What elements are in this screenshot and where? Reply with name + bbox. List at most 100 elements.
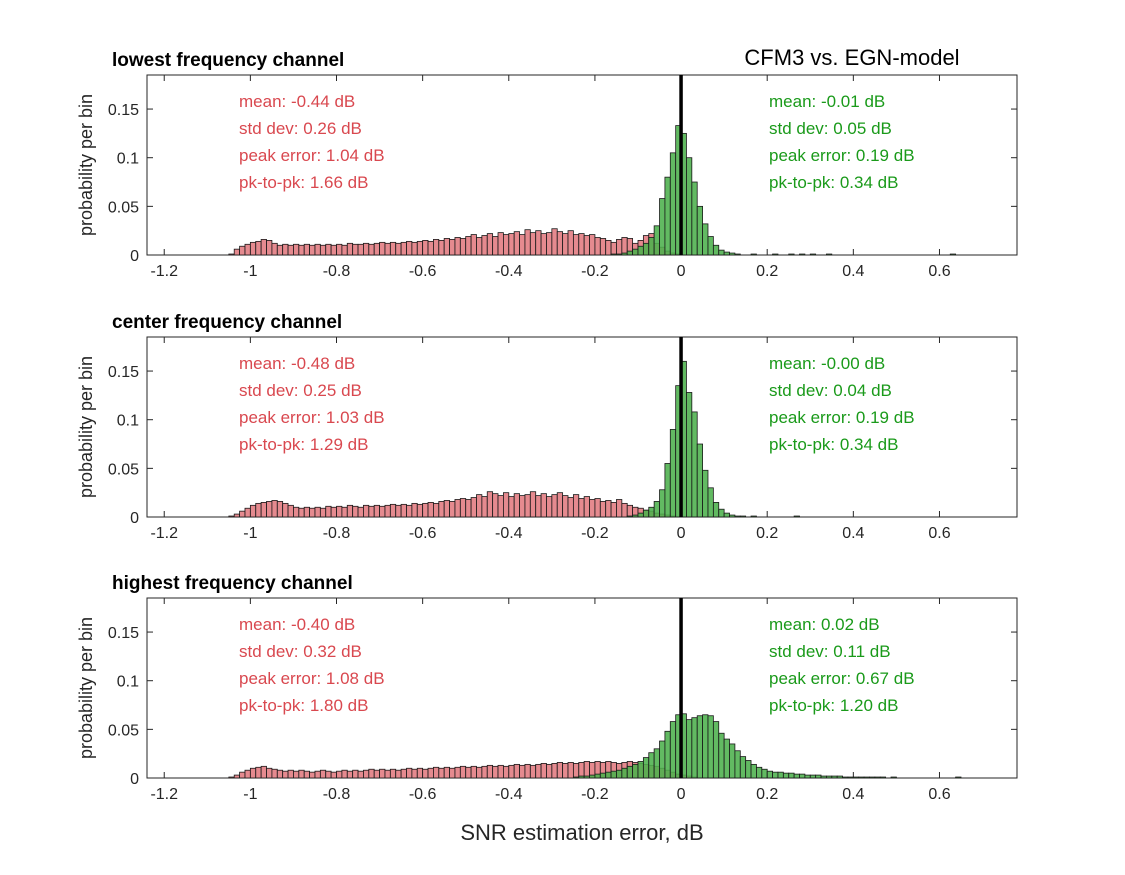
histogram-bar: [589, 499, 596, 518]
histogram-bar: [481, 235, 488, 256]
histogram-bar: [648, 752, 655, 779]
histogram-bar: [815, 774, 822, 779]
histogram-bar: [244, 507, 251, 518]
histogram-bar: [357, 770, 364, 779]
histogram-bar: [782, 772, 790, 779]
subplot-panels: lowest frequency channel probability per …: [76, 50, 1018, 803]
histogram-bar: [314, 770, 321, 779]
histogram-bar: [454, 237, 461, 256]
histogram-bar: [379, 505, 386, 518]
histogram-bar: [492, 236, 499, 256]
stat-annotation-red: peak error: 1.03 dB: [239, 408, 385, 427]
histogram-bar: [298, 507, 305, 518]
subplot-1: center frequency channel probability per …: [76, 312, 1018, 542]
histogram-bar: [400, 241, 407, 256]
histogram-bar: [529, 764, 537, 779]
histogram-bar: [519, 764, 526, 779]
histogram-bar: [519, 495, 526, 518]
histogram-bar: [513, 231, 520, 256]
histogram-bar: [368, 768, 375, 779]
stat-annotation-red: pk-to-pk: 1.80 dB: [239, 696, 368, 715]
histogram-bar: [578, 233, 585, 256]
histogram-bar: [266, 240, 273, 256]
histogram-bar: [260, 502, 267, 518]
histogram-bar: [303, 243, 310, 256]
histogram-bar: [546, 232, 553, 256]
histogram-bar: [869, 776, 876, 779]
histogram-bar: [476, 766, 483, 779]
y-tick-label: 0.1: [117, 674, 139, 691]
histogram-bar: [271, 768, 278, 779]
histogram-bar: [750, 253, 757, 256]
histogram-bar: [729, 252, 736, 256]
histogram-bar: [696, 443, 703, 518]
x-tick-label: 0.4: [842, 525, 864, 542]
histogram-bar: [788, 253, 795, 256]
histogram-bar: [422, 768, 429, 779]
histogram-bar: [605, 500, 612, 518]
series-red: [228, 491, 677, 518]
histogram-bar: [669, 152, 677, 256]
histogram-bar: [556, 231, 564, 256]
histogram-bar: [664, 463, 671, 518]
histogram-bar: [249, 504, 257, 518]
histogram-bar: [502, 492, 510, 518]
histogram-bar: [244, 243, 251, 256]
histogram-bar: [346, 504, 354, 518]
histogram-bar: [761, 768, 768, 779]
histogram-bar: [249, 767, 257, 779]
histogram-bar: [443, 766, 450, 779]
histogram-bar: [637, 245, 644, 256]
stat-annotation-red: mean: -0.40 dB: [239, 615, 355, 634]
histogram-bar: [438, 240, 445, 256]
stat-annotation-green: peak error: 0.19 dB: [769, 408, 915, 427]
x-tick-label: -0.8: [323, 263, 351, 280]
histogram-bar: [621, 237, 628, 256]
histogram-bar: [459, 765, 467, 779]
x-tick-label: -0.8: [323, 525, 351, 542]
histogram-bar: [249, 241, 257, 256]
histogram-bar: [233, 248, 240, 256]
histogram-bar: [239, 510, 246, 518]
histogram-bar: [233, 513, 240, 518]
histogram-bar: [626, 765, 634, 779]
histogram-bar: [707, 236, 714, 256]
histogram-bar: [529, 491, 537, 518]
histogram-bar: [540, 493, 547, 518]
histogram-bar: [594, 237, 601, 256]
histogram-bar: [293, 770, 300, 779]
histogram-bar: [341, 769, 348, 779]
histogram-bar: [481, 496, 488, 518]
histogram-bar: [309, 771, 316, 779]
histogram-bar: [389, 503, 397, 518]
histogram-bar: [610, 241, 617, 256]
stat-annotation-red: std dev: 0.26 dB: [239, 119, 362, 138]
histogram-bar: [551, 228, 558, 256]
x-tick-label: -1.2: [150, 263, 178, 280]
histogram-bar: [411, 768, 418, 779]
histogram-bar: [826, 253, 833, 256]
histogram-bar: [648, 237, 655, 256]
histogram-bar: [642, 757, 650, 779]
histogram-bar: [772, 253, 779, 256]
histogram-bar: [433, 239, 440, 256]
histogram-bar: [282, 770, 289, 779]
x-tick-label: 0.2: [756, 525, 778, 542]
histogram-bar: [368, 243, 375, 256]
histogram-bar: [799, 773, 806, 779]
histogram-bar: [723, 512, 730, 518]
histogram-bar: [336, 770, 343, 779]
histogram-bar: [594, 498, 601, 518]
histogram-bar: [669, 429, 677, 518]
x-tick-label: -0.4: [495, 525, 523, 542]
x-tick-label: 0: [677, 525, 686, 542]
histogram-bar: [443, 238, 450, 256]
histogram-bar: [497, 495, 504, 518]
histogram-bar: [723, 251, 730, 256]
histogram-bar: [303, 770, 310, 779]
histogram-bar: [411, 502, 418, 518]
x-tick-label: -0.6: [409, 263, 437, 280]
x-tick-label: 0: [677, 263, 686, 280]
figure-suptitle: CFM3 vs. EGN-model: [744, 45, 959, 70]
histogram-bar: [686, 719, 693, 779]
